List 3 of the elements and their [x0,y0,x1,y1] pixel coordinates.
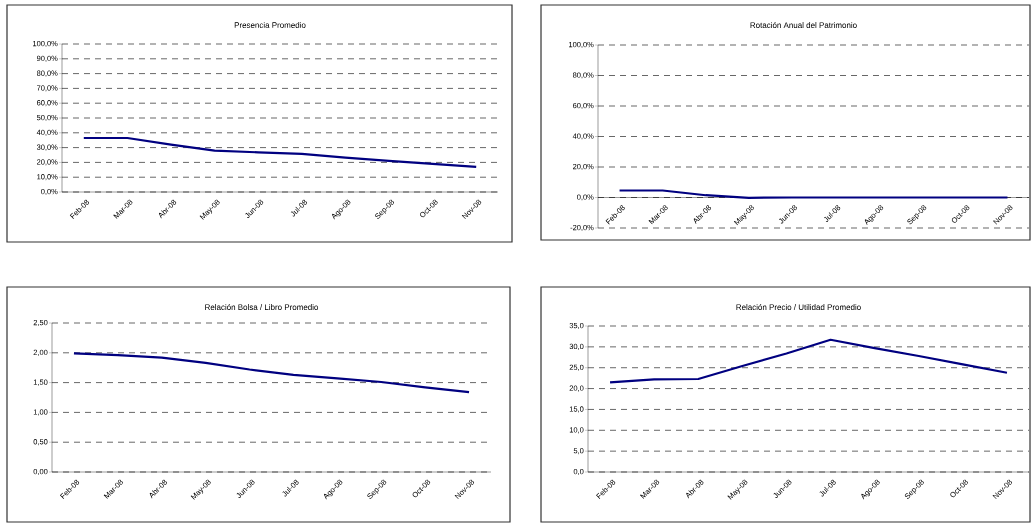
line-series [72,352,471,394]
line-series [82,136,478,168]
line-series [608,338,1009,384]
